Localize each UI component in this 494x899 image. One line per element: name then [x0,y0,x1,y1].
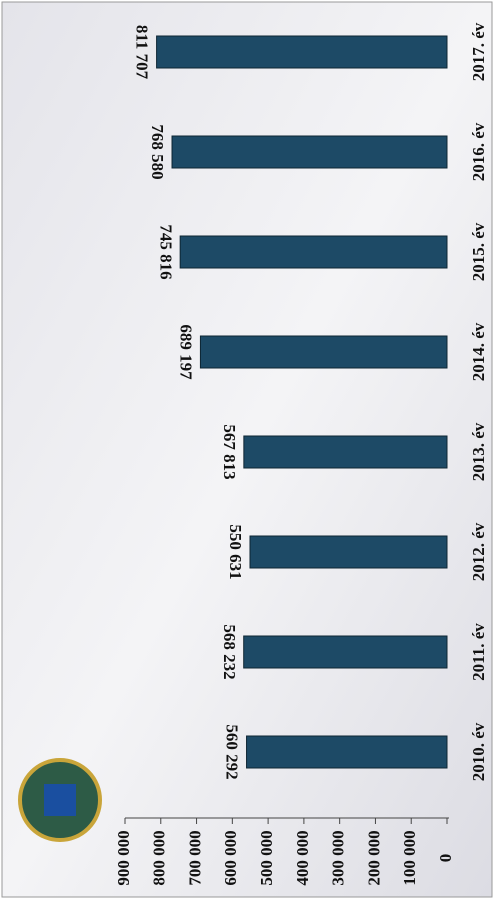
data-label: 567 813 [220,424,239,479]
bar [199,335,448,369]
data-label: 768 580 [148,124,167,179]
x-tick-label: 2016. év [469,122,488,181]
y-tick-label: 400 000 [293,830,312,885]
x-tick-label: 2015. év [469,222,488,281]
logo [18,758,102,842]
bar [156,35,448,69]
bar [179,235,448,269]
y-tick-label: 600 000 [221,830,240,885]
x-tick-label: 2014. év [469,322,488,381]
y-tick-label: 800 000 [150,830,169,885]
bar [243,635,448,669]
data-label: 745 816 [156,224,175,279]
x-tick-label: 2017. év [469,22,488,81]
y-tick-label: 0 [436,854,455,863]
data-label: 550 631 [226,524,245,579]
bar [243,435,448,469]
y-tick-label: 100 000 [400,830,419,885]
data-label: 560 292 [223,724,242,779]
y-tick-label: 200 000 [364,830,383,885]
x-tick-label: 2013. év [469,422,488,481]
y-tick-label: 900 000 [114,830,133,885]
x-tick-label: 2012. év [469,522,488,581]
y-tick-label: 300 000 [329,830,348,885]
bar [249,535,448,569]
data-label: 568 232 [220,624,239,679]
x-tick-label: 2011. év [469,623,488,681]
data-label: 811 707 [133,25,152,80]
y-tick-label: 700 000 [185,830,204,885]
data-label: 689 197 [177,324,196,380]
bar [246,735,448,769]
bar [171,135,448,169]
y-tick-label: 500 000 [257,830,276,885]
x-tick-label: 2010. év [469,722,488,781]
